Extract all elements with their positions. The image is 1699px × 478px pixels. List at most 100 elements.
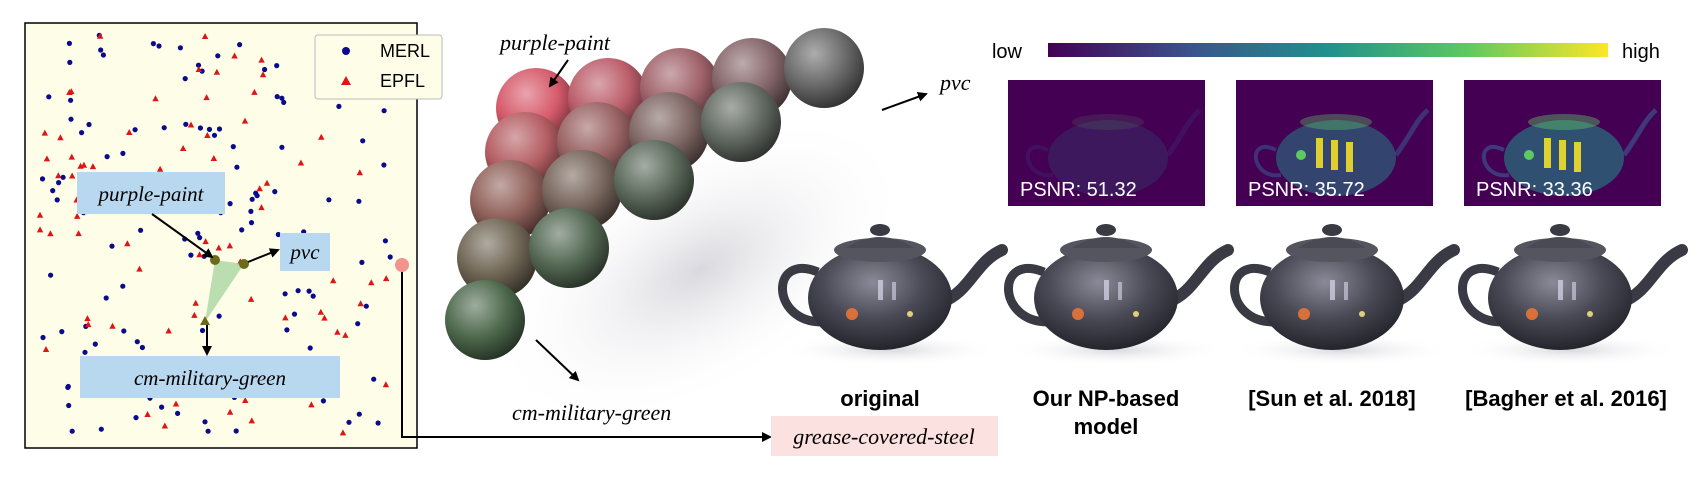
epfl-point [89, 163, 97, 170]
epfl-point [210, 155, 218, 162]
epfl-point [152, 95, 159, 102]
error-map-panel: PSNR: 33.36 [1464, 80, 1661, 206]
epfl-point [68, 172, 76, 179]
epfl-point [226, 408, 234, 415]
epfl-point [282, 314, 289, 321]
merl-point [103, 295, 109, 301]
label-box-cm-military-green [80, 356, 340, 398]
merl-point [65, 384, 71, 390]
merl-point [272, 189, 278, 195]
epfl-point [213, 68, 221, 75]
merl-point [306, 288, 312, 294]
target-label-grease-covered-steel: grease-covered-steel [793, 424, 975, 449]
material-sphere [701, 82, 781, 162]
merl-point [234, 164, 240, 170]
epfl-point [317, 308, 325, 315]
epfl-point [156, 165, 164, 172]
merl-point [215, 53, 221, 59]
epfl-point [258, 56, 265, 63]
merl-point [46, 94, 52, 100]
merl-point [279, 95, 285, 101]
label-cm-military-green: cm-military-green [134, 366, 286, 390]
merl-point [363, 303, 369, 309]
epfl-point [136, 265, 143, 272]
caption-np-model-line1: Our NP-based [1033, 386, 1180, 411]
merl-point [132, 127, 138, 133]
merl-point [66, 402, 72, 409]
embedding-plot: MERL EPFL purple-paint pvc cm-military-g… [24, 22, 772, 449]
epfl-point [47, 230, 54, 237]
teapot-render [1458, 224, 1688, 366]
epfl-point [191, 311, 198, 318]
merl-point [50, 188, 56, 194]
epfl-point [259, 71, 267, 78]
merl-point [307, 345, 313, 351]
merl-point [346, 419, 352, 425]
epfl-point [196, 251, 203, 258]
merl-point [109, 243, 115, 249]
merl-point [54, 197, 60, 203]
epfl-point [43, 155, 51, 162]
epfl-point [201, 32, 209, 39]
merl-point [360, 138, 366, 144]
epfl-point [165, 327, 172, 334]
label-pvc: pvc [288, 240, 320, 264]
epfl-point [85, 321, 92, 328]
epfl-point [241, 117, 249, 124]
merl-point [216, 313, 222, 319]
merl-point [48, 272, 54, 278]
epfl-point [179, 145, 187, 152]
teapot-renders [778, 224, 1688, 366]
epfl-point [248, 417, 255, 424]
epfl-point [66, 89, 73, 96]
epfl-point [75, 230, 82, 237]
merl-point [104, 154, 110, 160]
target-label-box [771, 416, 998, 456]
merl-point [387, 254, 393, 260]
epfl-point [203, 94, 210, 101]
merl-point [248, 208, 254, 214]
merl-point [67, 59, 73, 65]
merl-point [183, 121, 189, 127]
merl-point [233, 428, 239, 434]
merl-point [356, 198, 362, 204]
epfl-point [368, 279, 375, 286]
merl-point [274, 94, 280, 100]
plot-legend: MERL EPFL [314, 34, 443, 100]
merl-point [197, 235, 203, 241]
epfl-point [68, 153, 75, 160]
psnr-label: PSNR: 33.36 [1476, 179, 1593, 201]
epfl-point [356, 169, 363, 176]
label-box-purple-paint [77, 172, 225, 214]
merl-point [134, 339, 140, 345]
epfl-point [36, 226, 44, 233]
merl-point [375, 420, 381, 426]
merl-point [98, 426, 104, 432]
caption-sun-2018: [Sun et al. 2018] [1248, 386, 1416, 411]
merl-point [262, 66, 268, 73]
merl-point [382, 238, 388, 244]
epfl-point [342, 331, 349, 338]
merl-point [202, 419, 208, 425]
merl-point [356, 411, 362, 417]
merl-point [161, 125, 167, 131]
merl-point [237, 42, 243, 48]
colorbar [1048, 43, 1608, 57]
merl-point [92, 341, 98, 347]
epfl-point [41, 129, 49, 136]
epfl-point [192, 299, 199, 306]
merl-point [336, 103, 342, 109]
teapot-captions: original Our NP-based model [Sun et al. … [771, 386, 1667, 456]
merl-point [295, 288, 301, 294]
merl-point [195, 62, 202, 68]
material-sphere [529, 208, 609, 288]
psnr-label: PSNR: 51.32 [1020, 179, 1137, 201]
merl-point [359, 259, 365, 265]
epfl-point [382, 275, 390, 282]
epfl-point [321, 314, 328, 321]
sphere-grid: purple-paint pvc cm-military-green [445, 28, 971, 425]
epfl-point [57, 134, 64, 141]
merl-point [133, 415, 139, 421]
merl-point [177, 45, 183, 51]
epfl-point [204, 132, 211, 139]
